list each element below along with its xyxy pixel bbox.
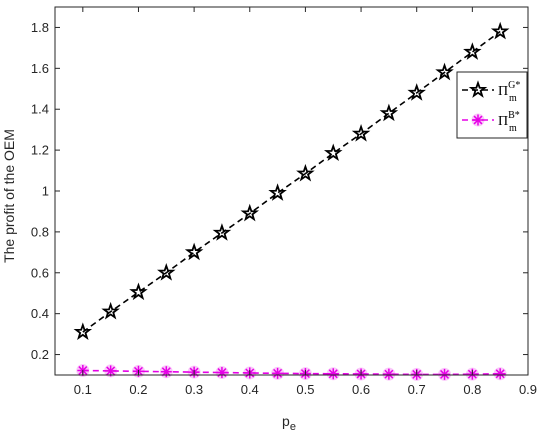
series-2-point [159,365,173,379]
y-tick-label: 1.4 [31,102,49,117]
series-1-point [351,124,371,142]
x-tick-label: 0.1 [74,382,92,397]
series-2-point [382,367,396,381]
series-1-point [490,21,510,40]
series-1-point [379,103,399,122]
y-tick-label: 1.8 [31,20,49,35]
axes: 0.1 0.2 0.3 0.4 0.5 0.6 0.7 0.8 0.9 0.2 0.4 0.6 0.8 1… [31,6,537,397]
series-2-point-stroke-d2 [328,369,338,379]
x-axis-label-subscript: e [290,421,296,433]
series-2-point [271,366,285,380]
series-1-point [129,282,148,301]
series-1-point [101,301,120,320]
x-tick-label: 0.2 [129,382,147,397]
y-tick-label: 1.2 [31,143,49,158]
series-2-point [438,367,452,381]
series-2-point [215,366,229,380]
legend-label: ΠB* m [498,110,520,134]
x-tick-label: 0.7 [408,382,426,397]
legend-label-superscript: B* [508,110,520,121]
series-2-point-stroke-d2 [495,369,505,379]
series-1-line [82,30,501,333]
legend-label-superscript: G* [508,80,520,91]
series-1-point [157,263,176,281]
series-1-point [435,62,454,81]
series-1-point [296,163,315,182]
legend-box [456,71,528,139]
y-tick-label: 1 [42,184,49,199]
x-tick-label: 0.8 [463,382,481,397]
series-1-point [73,322,93,340]
legend-label: ΠG* m [498,80,520,104]
x-tick-label: 0.3 [185,382,203,397]
y-tick-label: 1.6 [31,61,49,76]
y-tick-label: 0.6 [31,265,49,280]
legend-label-symbol: Π [498,84,508,99]
series-2-point-stroke-d2 [440,369,450,379]
legend-entry-2: ΠB* m [462,110,520,134]
series-1-point [323,143,343,162]
series-1-point [407,83,426,101]
legend: ΠG* mΠB* m [456,71,528,139]
x-axis-label-main: p [282,413,290,429]
series-1-point [268,183,287,201]
y-tick-label: 0.2 [31,347,49,362]
legend-label-subscript: m [509,123,517,134]
series-2-point-stroke-d2 [161,367,171,377]
legend-label-subscript: m [509,93,517,104]
y-tick-label: 0.4 [31,306,49,321]
series-1-point [463,42,482,60]
x-tick-label: 0.4 [241,382,259,397]
series-1-point [212,223,232,241]
legend-swatch-marker [468,80,488,98]
legend-label-symbol: Π [498,114,508,129]
series-2-point [104,364,118,378]
series-2-point [493,367,507,381]
series-2-point-stroke-d2 [273,368,283,378]
y-axis-label: The profit of the OEM [1,129,17,263]
series-2-point-stroke-d2 [106,366,116,376]
x-tick-label: 0.5 [296,382,314,397]
series-2-point-stroke-d2 [384,369,394,379]
series-1-point [184,242,204,261]
legend-swatch-marker-stroke-d2 [473,115,483,125]
x-tick-label: 0.6 [352,382,370,397]
y-tick-label: 0.8 [31,224,49,239]
x-tick-label: 0.9 [519,382,537,397]
legend-entry-1: ΠG* m [462,80,520,104]
series-2-point [326,367,340,381]
legend-swatch-marker [471,113,485,127]
x-axis-label: pe [282,413,296,433]
series-1-point [240,203,260,222]
